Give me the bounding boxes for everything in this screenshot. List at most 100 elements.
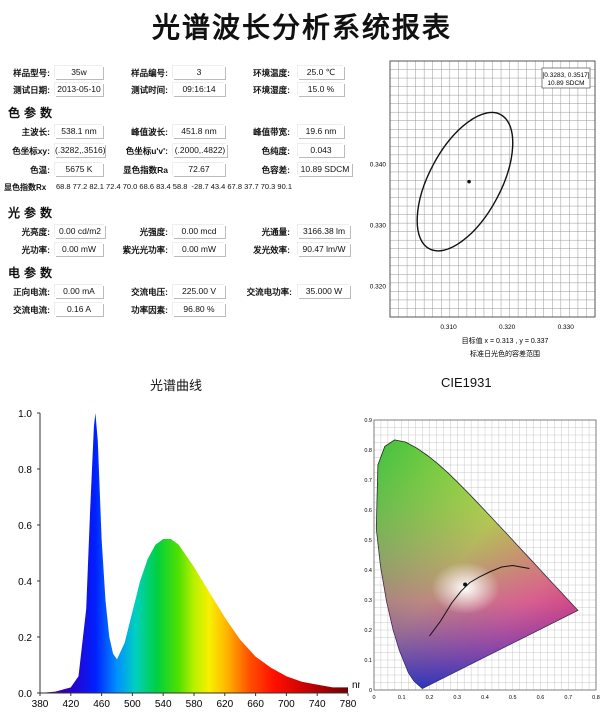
forward-current-value: 0.00 mA bbox=[55, 285, 103, 298]
cie-chart-title: CIE1931 bbox=[441, 375, 492, 390]
cct-value: 5675 K bbox=[55, 163, 103, 176]
spectrum-y-tick-label: 1.0 bbox=[18, 409, 32, 420]
flux-label: 光通量: bbox=[261, 227, 290, 237]
rx-label: 显色指数Rx bbox=[4, 183, 47, 192]
cie-y-tick-label: 0.9 bbox=[364, 418, 372, 424]
spectrum-y-tick-label: 0.6 bbox=[18, 521, 32, 532]
cie-x-tick-label: 0.2 bbox=[426, 695, 434, 701]
spectrum-y-tick-label: 0.8 bbox=[18, 465, 32, 476]
purity-label: 色纯度: bbox=[261, 146, 290, 156]
number-value: 3 bbox=[173, 66, 225, 79]
chromaticity-xy-value: (.3282,.3516) bbox=[55, 144, 106, 157]
cie-x-tick-label: 0.5 bbox=[509, 695, 517, 701]
white-region bbox=[431, 562, 500, 614]
spectrum-x-tick-label: 620 bbox=[216, 699, 233, 710]
cie-y-tick-label: 0.7 bbox=[364, 478, 372, 484]
forward-current-label: 正向电流: bbox=[13, 287, 50, 297]
spectrum-x-tick-label: 540 bbox=[155, 699, 172, 710]
chromaticity-xy-label: 色坐标xy: bbox=[12, 146, 50, 156]
tolerance-ellipse-chart: 0.310 0.320 0.330 0.340 0.330 0.320 [0.3283, … bbox=[370, 60, 596, 358]
spectrum-ticks: 380 420 460 500 540 580 620 660 700 740 780 1.0 0.8 0… bbox=[18, 409, 357, 710]
number-label: 样品编号: bbox=[131, 68, 168, 78]
model-label: 样品型号: bbox=[13, 68, 50, 78]
power-factor-value: 96.80 % bbox=[173, 303, 225, 316]
luminance-value: 0.00 cd/m2 bbox=[55, 225, 105, 238]
ac-voltage-value: 225.00 V bbox=[173, 285, 225, 298]
ra-label: 显色指数Ra bbox=[123, 165, 168, 175]
annotation-line-1: [0.3283, 0.3517] bbox=[543, 72, 590, 79]
ac-current-value: 0.16 A bbox=[55, 303, 103, 316]
uv-power-label: 紫光光功率: bbox=[122, 245, 168, 255]
chromaticity-uv-label: 色坐标u'v': bbox=[125, 146, 168, 156]
intensity-label: 光强度: bbox=[139, 227, 168, 237]
cie-x-tick-label: 0.3 bbox=[453, 695, 461, 701]
spectrum-y-tick-label: 0.2 bbox=[18, 633, 32, 644]
spectrum-area bbox=[40, 413, 348, 693]
cie-y-tick-label: 0.8 bbox=[364, 448, 372, 454]
rx-values: 68.8 77.2 82.1 72.4 70.0 68.6 83.4 58.8 … bbox=[56, 182, 293, 191]
tolerance-label: 色容差: bbox=[261, 165, 290, 175]
spectrum-x-tick-label: 380 bbox=[32, 699, 49, 710]
cie-y-tick-label: 0.4 bbox=[364, 568, 372, 574]
spectrum-x-tick-label: 420 bbox=[62, 699, 79, 710]
efficacy-label: 发光效率: bbox=[253, 245, 290, 255]
ac-power-value: 35.000 W bbox=[298, 285, 350, 298]
spectrum-chart-title: 光谱曲线 bbox=[150, 378, 203, 393]
spectrum-y-tick-label: 0.4 bbox=[18, 577, 32, 588]
tolerance-ticks: 0.310 0.320 0.330 0.340 0.330 0.320 bbox=[370, 162, 575, 331]
humidity-value: 15.0 % bbox=[298, 83, 344, 96]
dominant-wavelength-label: 主波长: bbox=[21, 127, 50, 137]
planckian-locus bbox=[429, 564, 530, 637]
cie-x-tick-label: 0.7 bbox=[564, 695, 572, 701]
spectrum-x-tick-label: 500 bbox=[124, 699, 141, 710]
cie-sample-point bbox=[463, 582, 468, 587]
electric-section-heading: 电参数 bbox=[8, 266, 57, 280]
tolerance-caption-range: 标准日光色的容差范围 bbox=[470, 349, 540, 358]
efficacy-value: 90.47 lm/W bbox=[298, 243, 350, 256]
cie-y-tick-label: 0 bbox=[369, 688, 372, 694]
humidity-label: 环境湿度: bbox=[253, 85, 290, 95]
tolerance-y-tick-label: 0.320 bbox=[370, 284, 387, 291]
tolerance-grid bbox=[389, 60, 596, 318]
purity-value: 0.043 bbox=[298, 144, 344, 157]
tolerance-caption-target: 目标值 x = 0.313 , y = 0.337 bbox=[462, 336, 549, 345]
date-value: 2013-05-10 bbox=[55, 83, 103, 96]
cie-y-tick-label: 0.2 bbox=[364, 628, 372, 634]
cie-y-tick-label: 0.5 bbox=[364, 538, 372, 544]
tolerance-y-tick-label: 0.340 bbox=[370, 162, 387, 169]
temp-label: 环境温度: bbox=[253, 68, 290, 78]
dominant-wavelength-value: 538.1 nm bbox=[55, 125, 103, 138]
ac-voltage-label: 交流电压: bbox=[131, 287, 168, 297]
ac-power-label: 交流电功率: bbox=[246, 287, 292, 297]
spectrum-chart: 380 420 460 500 540 580 620 660 700 740 780 1.0 0.8 0… bbox=[18, 409, 360, 710]
cct-label: 色温: bbox=[30, 165, 50, 175]
spectrum-x-tick-label: 660 bbox=[247, 699, 264, 710]
date-label: 测试日期: bbox=[13, 85, 50, 95]
time-label: 测试时间: bbox=[131, 85, 168, 95]
chromaticity-uv-value: (.2000,.4822) bbox=[173, 144, 227, 157]
cie-x-tick-label: 0.6 bbox=[537, 695, 545, 701]
uv-power-value: 0.00 mW bbox=[173, 243, 225, 256]
tolerance-y-tick-label: 0.330 bbox=[370, 223, 387, 230]
peak-bandwidth-label: 峰值带宽: bbox=[253, 127, 290, 137]
tolerance-ellipse bbox=[416, 111, 514, 252]
cie-ticks: 0 0.1 0.2 0.3 0.4 0.5 0.6 0.7 0.8 0.9 0.8 0.7 0.6 0.5… bbox=[364, 418, 599, 701]
peak-wavelength-value: 451.8 nm bbox=[173, 125, 225, 138]
tolerance-x-tick-label: 0.330 bbox=[558, 324, 575, 331]
ac-current-label: 交流电流: bbox=[13, 305, 50, 315]
power-factor-label: 功率因素: bbox=[131, 305, 168, 315]
peak-wavelength-label: 峰值波长: bbox=[131, 127, 168, 137]
spectrum-x-tick-label: 460 bbox=[93, 699, 110, 710]
spectrum-y-tick-label: 0.0 bbox=[18, 689, 32, 700]
cie1931-chart: 0 0.1 0.2 0.3 0.4 0.5 0.6 0.7 0.8 0.9 0.8 0.7 0.6 0.5… bbox=[364, 418, 599, 701]
spectrum-x-tick-label: 740 bbox=[309, 699, 326, 710]
tolerance-x-tick-label: 0.320 bbox=[499, 324, 516, 331]
tolerance-x-tick-label: 0.310 bbox=[440, 324, 457, 331]
cie-x-tick-label: 0.4 bbox=[481, 695, 489, 701]
cie-y-tick-label: 0.1 bbox=[364, 658, 372, 664]
cie-x-tick-label: 0.1 bbox=[398, 695, 406, 701]
intensity-value: 0.00 mcd bbox=[173, 225, 225, 238]
time-value: 09:16:14 bbox=[173, 83, 225, 96]
spectrum-x-tick-label: 780 bbox=[340, 699, 357, 710]
spectrum-x-tick-label: 700 bbox=[278, 699, 295, 710]
